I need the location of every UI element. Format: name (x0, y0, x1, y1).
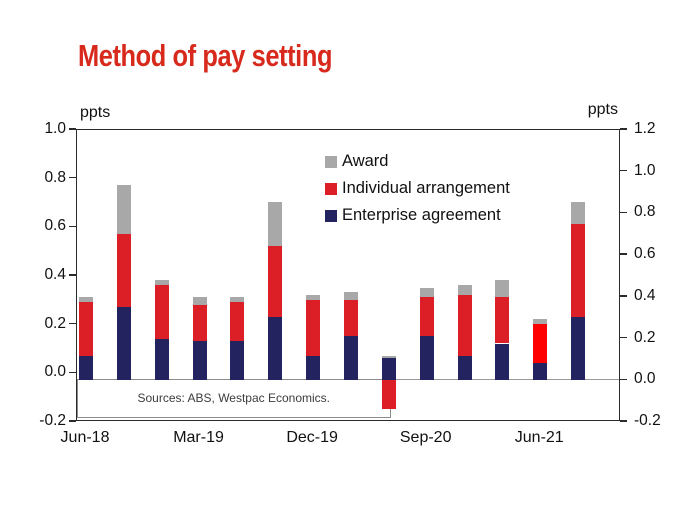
right-axis-tick-label: -0.2 (634, 412, 661, 429)
right-axis-unit-label: ppts (587, 101, 618, 118)
bar-segment-enterprise-Sep-18 (116, 307, 131, 380)
left-axis-tick (69, 225, 76, 228)
bar-segment-award-Mar-19 (192, 297, 207, 305)
left-axis-tick (69, 274, 76, 276)
legend-item-individual-arrangement: Individual arrangement (325, 175, 510, 202)
bar-segment-individual-Jun-19 (230, 302, 245, 342)
left-axis-unit-label: ppts (80, 104, 111, 121)
bar-segment-individual-Mar-21 (495, 297, 510, 344)
bar-segment-award-Jun-20 (381, 355, 396, 359)
bar-segment-individual-Jun-21 (533, 324, 548, 363)
left-axis-tick-label: 0.8 (44, 168, 66, 186)
bar-segment-award-Jun-18 (79, 297, 93, 303)
left-axis-tick-label: 0.2 (44, 314, 66, 332)
bar-segment-enterprise-Mar-20 (343, 336, 358, 380)
bar-segment-enterprise-Sep-19 (268, 316, 283, 380)
left-axis-tick (69, 128, 76, 130)
x-axis-tick-label: Mar-19 (173, 429, 224, 446)
right-axis-tick (620, 420, 627, 422)
bar-segment-award-Mar-21 (495, 280, 510, 298)
bar-segment-award-Sep-20 (419, 287, 434, 298)
bar-segment-individual-Sep-20 (419, 297, 434, 337)
right-axis-tick-label: 0.0 (634, 370, 656, 388)
left-axis-tick-label: 0.6 (44, 217, 66, 235)
left-axis-tick-label: 1.0 (44, 120, 66, 137)
bars-layer (77, 130, 619, 420)
bar-segment-individual-Dec-20 (457, 294, 472, 356)
bar-segment-award-Sep-19 (268, 202, 283, 247)
left-axis-tick (69, 420, 76, 422)
left-axis-tick-label: 0.4 (44, 266, 66, 283)
bar-segment-enterprise-Jun-18 (79, 355, 93, 380)
right-axis-tick-label: 1.2 (634, 120, 656, 137)
plot-area: Sources: ABS, Westpac Economics. (76, 129, 620, 421)
bar-segment-individual-Mar-20 (343, 299, 358, 337)
bar-segment-individual-Mar-19 (192, 304, 207, 342)
right-axis-tick (620, 378, 627, 380)
right-axis-tick-label: 0.8 (634, 203, 656, 221)
bar-segment-individual-Dec-19 (306, 299, 321, 356)
x-axis-tick-label: Sep-20 (399, 429, 452, 446)
individual-arrangement-swatch-icon (325, 182, 337, 195)
left-axis-tick (69, 371, 76, 374)
right-axis-tick (620, 170, 627, 172)
bar-segment-award-Sep-18 (116, 185, 131, 235)
left-axis-tick-label: -0.2 (39, 412, 66, 429)
bar-segment-award-Sep-21 (571, 202, 586, 225)
chart-title: Method of pay setting (78, 38, 333, 73)
source-note: Sources: ABS, Westpac Economics. (137, 391, 331, 406)
right-axis-tick-label: 0.2 (634, 328, 656, 346)
bar-segment-award-Jun-19 (230, 297, 245, 303)
legend-label: Enterprise agreement (342, 206, 501, 224)
bar-segment-award-Mar-20 (343, 292, 358, 300)
bar-segment-enterprise-Jun-19 (230, 341, 245, 380)
x-axis-tick-label: Dec-19 (286, 429, 338, 446)
bar-segment-enterprise-Dec-20 (457, 355, 472, 380)
bar-segment-enterprise-Sep-20 (419, 336, 434, 380)
legend-label: Award (342, 152, 389, 170)
bar-segment-enterprise-Jun-20 (381, 358, 396, 380)
right-axis-tick (620, 295, 627, 297)
bar-segment-individual-Sep-18 (116, 234, 131, 307)
source-note-box: Sources: ABS, Westpac Economics. (77, 378, 391, 419)
left-axis-tick (69, 322, 76, 325)
right-axis-tick (620, 336, 627, 339)
right-axis-tick (620, 211, 627, 214)
left-axis-tick (69, 176, 76, 179)
bar-segment-individual-Sep-19 (268, 246, 283, 317)
bar-segment-award-Dec-19 (306, 294, 321, 300)
legend-label: Individual arrangement (342, 179, 510, 197)
legend-item-award: Award (325, 148, 510, 175)
right-axis-tick-label: 1.0 (634, 161, 656, 179)
bar-segment-award-Dec-20 (457, 285, 472, 295)
x-axis-tick-label: Jun-18 (60, 429, 110, 446)
enterprise-agreement-swatch-icon (325, 209, 337, 222)
right-axis-tick-label: 0.4 (634, 286, 656, 304)
bar-segment-enterprise-Jun-21 (533, 362, 548, 380)
bar-segment-individual-Jun-20 (381, 380, 396, 410)
right-axis-tick-label: 0.6 (634, 245, 656, 263)
right-axis-tick (620, 128, 627, 130)
bar-segment-award-Jun-21 (533, 319, 548, 325)
bar-segment-individual-Jun-18 (79, 302, 93, 356)
x-axis-tick-label: Jun-21 (514, 429, 564, 446)
bar-segment-enterprise-Sep-21 (571, 316, 586, 380)
left-axis-tick-label: 0.0 (44, 363, 66, 381)
award-swatch-icon (325, 155, 337, 168)
bar-segment-individual-Dec-18 (154, 285, 169, 339)
bar-segment-enterprise-Dec-18 (154, 338, 169, 380)
bar-segment-individual-Sep-21 (571, 224, 586, 317)
right-axis-tick (620, 253, 627, 255)
bar-segment-award-Dec-18 (154, 280, 169, 286)
legend-item-enterprise-agreement: Enterprise agreement (325, 202, 510, 229)
bar-segment-enterprise-Dec-19 (306, 355, 321, 380)
bar-segment-enterprise-Mar-19 (192, 341, 207, 380)
bar-segment-enterprise-Mar-21 (495, 343, 510, 380)
legend: Award Individual arrangement Enterprise … (325, 148, 510, 229)
